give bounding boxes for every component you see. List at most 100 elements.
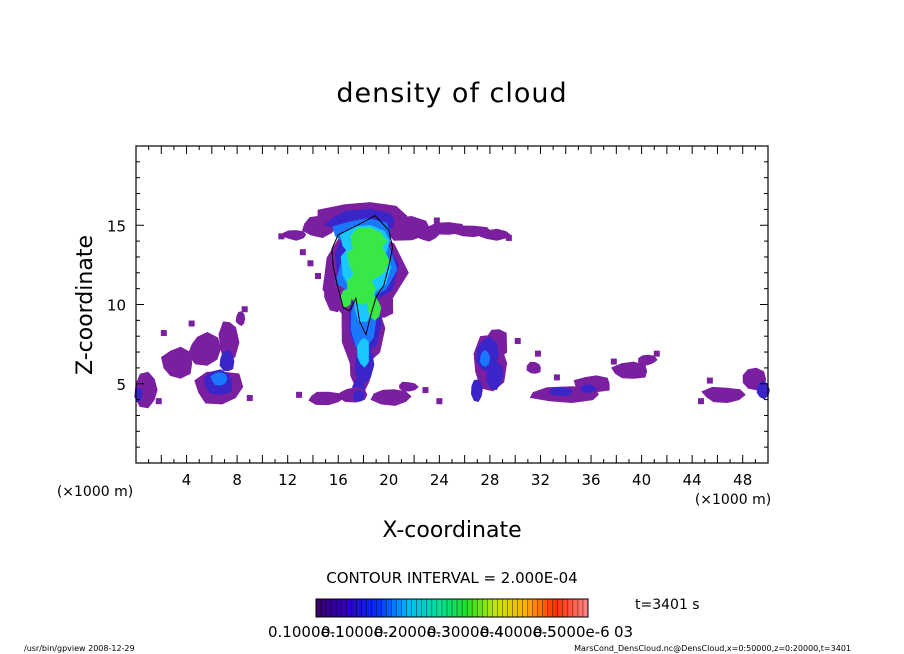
- cloud-speck: [505, 234, 512, 241]
- colorbar-cell: [356, 599, 362, 617]
- x-tick-label: 40: [632, 471, 651, 489]
- cloud-field: [134, 202, 770, 409]
- cloud-speck: [553, 374, 560, 381]
- footer-left: /usr/bin/gpview 2008-12-29: [24, 644, 135, 653]
- colorbar-cell: [497, 599, 503, 617]
- cloud-speck: [246, 395, 253, 402]
- cloud-speck: [188, 320, 195, 327]
- colorbar-cell: [376, 599, 382, 617]
- colorbar-cell: [512, 599, 518, 617]
- cloud-speck: [307, 260, 314, 267]
- x-tick-label: 36: [581, 471, 600, 489]
- colorbar-cell: [421, 599, 428, 617]
- cloud-cell: [638, 354, 658, 367]
- x-tick-label: 16: [329, 471, 348, 489]
- colorbar-label: 0.1000e-2: [321, 623, 398, 641]
- cloud-cell: [580, 384, 597, 393]
- colorbar-cell: [326, 599, 332, 617]
- colorbar: [315, 599, 589, 617]
- colorbar-cell: [547, 599, 554, 617]
- plot-background: [136, 146, 768, 463]
- colorbar-cell: [562, 599, 569, 617]
- x-axis-label: X-coordinate: [382, 518, 521, 543]
- x-tick-label: 8: [232, 471, 242, 489]
- cloud-speck: [155, 398, 162, 405]
- y-tick-label: 5: [116, 376, 126, 394]
- cloud-cell: [370, 389, 412, 406]
- colorbar-cell: [492, 599, 498, 617]
- colorbar-label: 0.4000e-5: [480, 623, 557, 641]
- cloud-cell: [399, 381, 419, 392]
- cloud-cell: [346, 271, 376, 305]
- y-tick-label: 15: [107, 217, 126, 235]
- x-tick-label: 32: [531, 471, 550, 489]
- y-tick-label: 10: [107, 297, 126, 315]
- colorbar-cell: [522, 599, 529, 617]
- footer-right: MarsCond_DensCloud.nc@DensCloud,x=0:5000…: [574, 644, 851, 653]
- cloud-cell: [135, 387, 143, 402]
- cloud-speck: [456, 223, 463, 230]
- cloud-cell: [282, 230, 307, 241]
- cloud-speck: [610, 358, 617, 365]
- colorbar-cell: [502, 599, 508, 617]
- cloud-cell: [352, 389, 365, 402]
- colorbar-cell: [316, 599, 322, 617]
- cloud-speck: [296, 391, 303, 398]
- colorbar-cell: [482, 599, 488, 617]
- x-tick-label: 24: [430, 471, 449, 489]
- colorbar-labels: 0.1000e-10.1000e-20.2000e-30.3000e-40.40…: [268, 623, 633, 641]
- colorbar-label: 0.1000e-1: [268, 623, 345, 641]
- colorbar-cell: [406, 599, 413, 617]
- cloud-cell: [701, 386, 746, 403]
- colorbar-cell: [557, 599, 564, 617]
- colorbar-cell: [527, 599, 534, 617]
- y-axis-label: Z-coordinate: [73, 235, 98, 375]
- colorbar-cell: [487, 599, 493, 617]
- cloud-speck: [422, 387, 429, 394]
- cloud-speck: [160, 330, 167, 337]
- cloud-cell: [210, 372, 228, 386]
- cloud-cell: [187, 332, 221, 366]
- cloud-cell: [219, 349, 235, 372]
- cloud-cell: [346, 239, 390, 281]
- colorbar-frame: [315, 598, 589, 618]
- cloud-speck: [433, 217, 440, 224]
- colorbar-cell: [361, 599, 367, 617]
- colorbar-cell: [532, 599, 539, 617]
- colorbar-cell: [411, 599, 418, 617]
- colorbar-cell: [401, 599, 408, 617]
- cloud-cell: [340, 289, 352, 308]
- colorbar-cell: [426, 599, 433, 617]
- cloud-cell: [161, 346, 193, 379]
- cloud-cell: [479, 350, 491, 367]
- colorbar-cell: [321, 599, 327, 617]
- colorbar-cell: [351, 599, 357, 617]
- x-unit-left: (×1000 m): [57, 484, 133, 500]
- contour-interval: CONTOUR INTERVAL = 2.000E-04: [326, 569, 577, 587]
- colorbar-cell: [396, 599, 403, 617]
- cloud-speck: [241, 306, 248, 313]
- x-tick-label: 20: [379, 471, 398, 489]
- colorbar-cell: [391, 599, 398, 617]
- colorbar-cell: [441, 599, 448, 617]
- cloud-speck: [698, 398, 705, 405]
- colorbar-cell: [537, 599, 544, 617]
- colorbar-cell: [346, 599, 352, 617]
- cloud-speck: [299, 249, 306, 256]
- colorbar-cell: [452, 599, 458, 617]
- colorbar-cell: [567, 599, 574, 617]
- cloud-cell: [611, 361, 648, 379]
- colorbar-cell: [507, 599, 513, 617]
- colorbar-cell: [446, 599, 453, 617]
- x-unit-right: (×1000 m): [695, 492, 771, 508]
- cloud-cell: [479, 228, 511, 241]
- colorbar-label: 0.3000e-4: [427, 623, 504, 641]
- colorbar-cell: [331, 599, 337, 617]
- colorbar-cell: [366, 599, 372, 617]
- colorbar-label-tail: 03: [614, 623, 633, 641]
- cloud-speck: [534, 350, 541, 357]
- colorbar-cell: [371, 599, 377, 617]
